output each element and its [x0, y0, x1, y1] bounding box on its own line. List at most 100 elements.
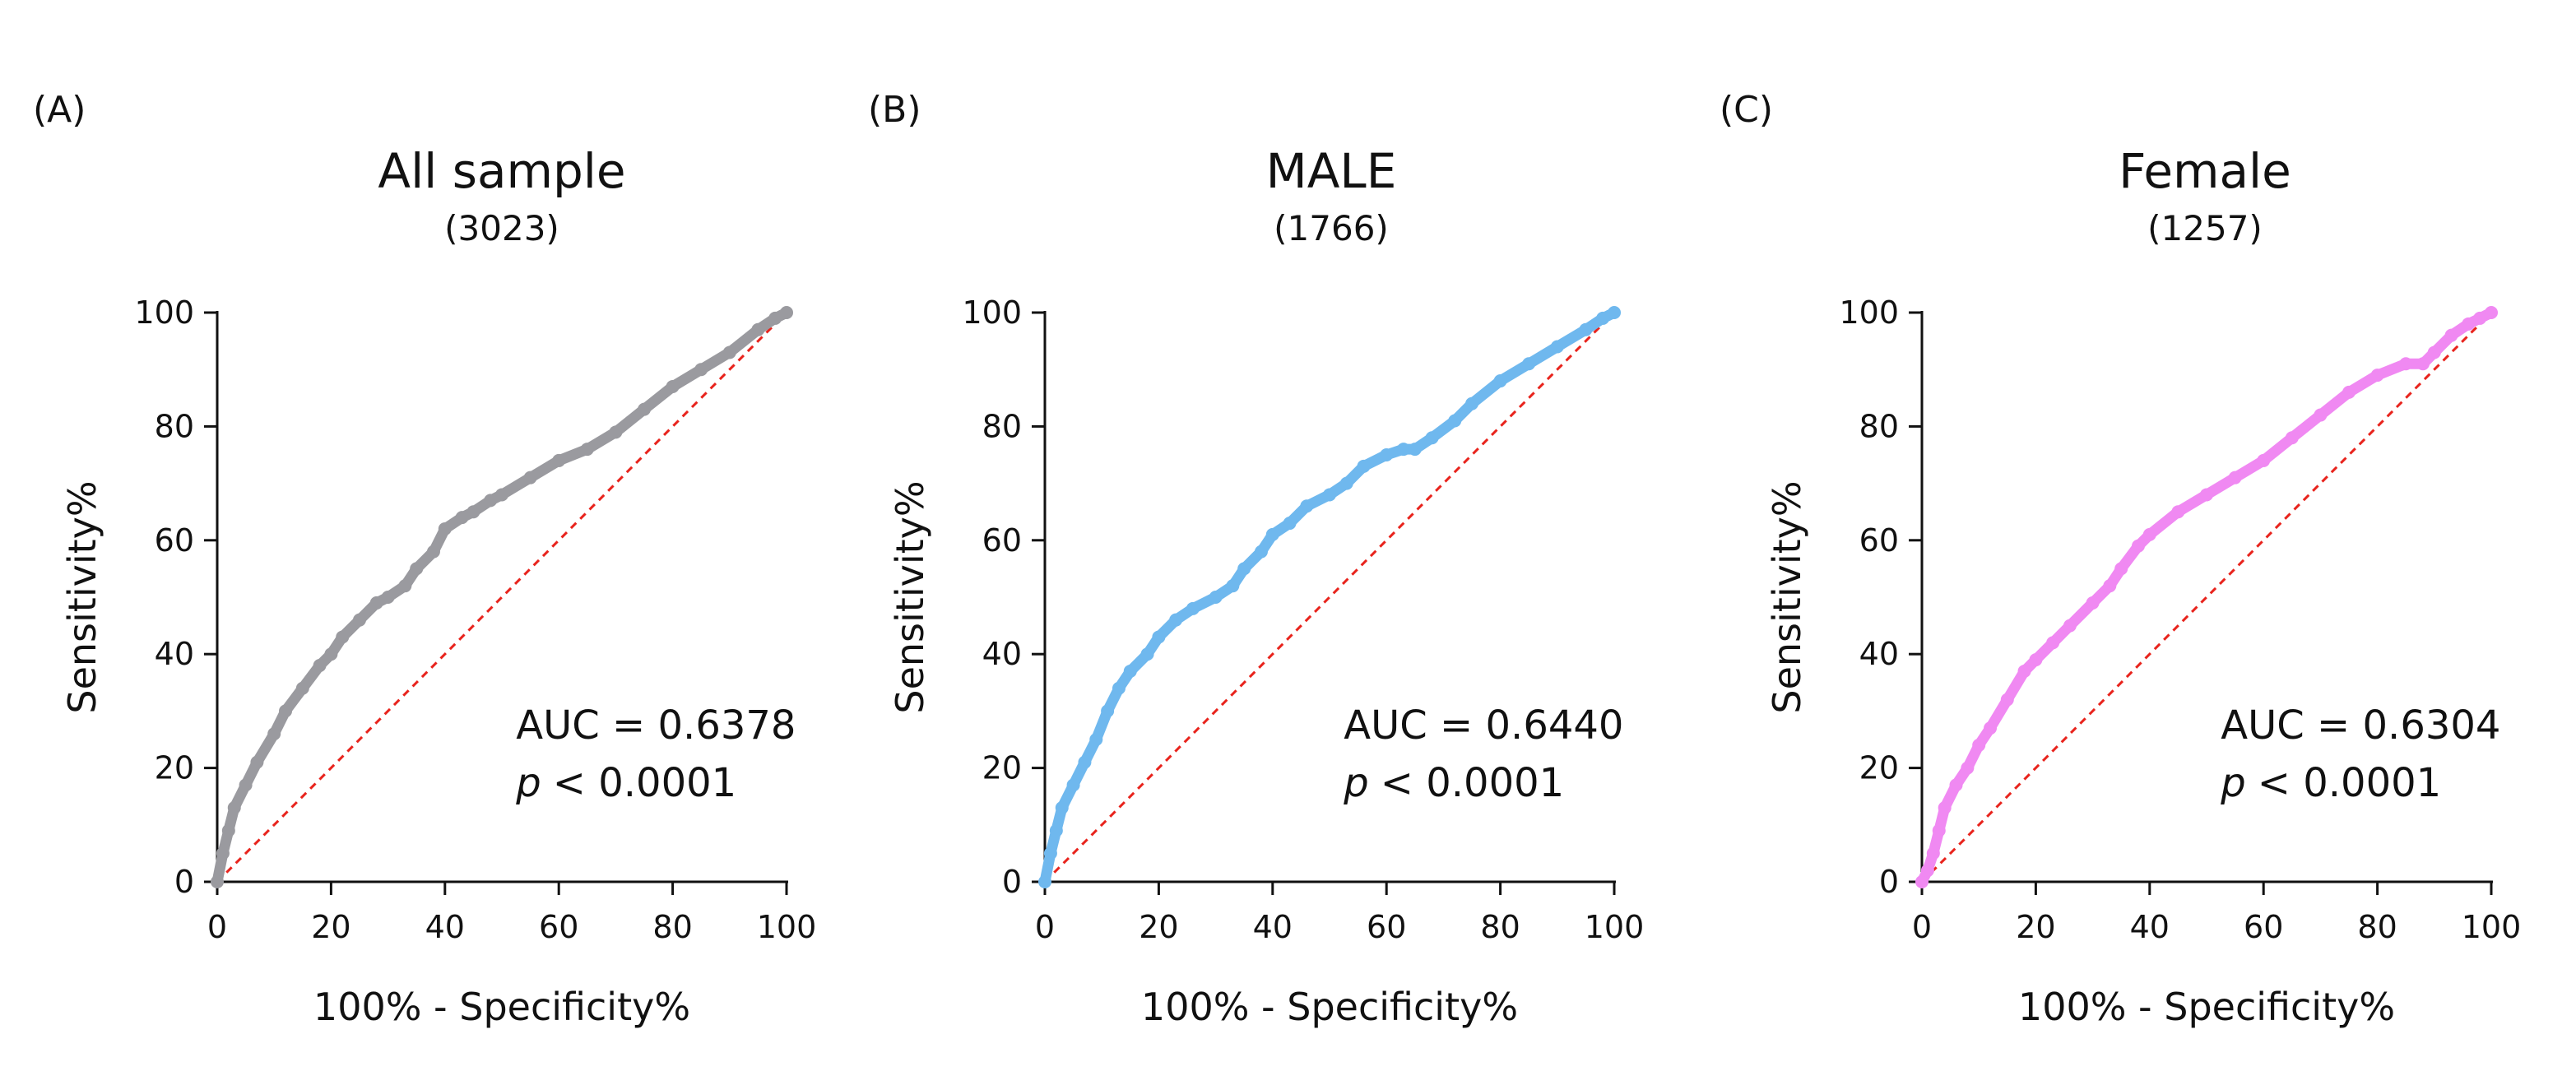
x-tick-label: 40	[2130, 909, 2170, 945]
roc-point	[1425, 431, 1439, 445]
x-tick-label: 40	[1253, 909, 1293, 945]
y-tick-label: 40	[155, 636, 194, 672]
roc-panel: (B) MALE (1766) 0 20 40 60 80 100 0 20 40 60 80 100 100…	[868, 89, 1644, 1029]
roc-point	[666, 379, 680, 393]
roc-point	[2485, 306, 2498, 319]
roc-point	[2399, 357, 2413, 371]
y-tick-label: 100	[1839, 294, 1899, 331]
y-tick-label: 0	[174, 864, 194, 900]
roc-point	[1283, 517, 1297, 531]
roc-point	[2017, 664, 2031, 678]
y-tick-label: 80	[1859, 408, 1899, 444]
roc-point	[353, 613, 366, 627]
roc-point	[2462, 317, 2476, 331]
roc-point	[2103, 579, 2117, 593]
roc-point	[426, 545, 440, 559]
roc-point	[216, 846, 230, 860]
p-value-annotation: p < 0.0001	[2220, 760, 2441, 806]
roc-point	[1186, 601, 1200, 615]
roc-point	[227, 801, 241, 815]
roc-point	[1265, 527, 1279, 541]
roc-point	[466, 505, 480, 519]
y-tick-label: 60	[155, 522, 194, 559]
roc-point	[1596, 311, 1610, 325]
roc-point	[1066, 778, 1080, 792]
roc-point	[1920, 864, 1934, 878]
roc-point	[1984, 721, 1998, 735]
x-tick-label: 80	[652, 909, 692, 945]
y-tick-label: 60	[1859, 522, 1899, 559]
roc-point	[1169, 613, 1183, 627]
roc-point	[398, 579, 412, 593]
roc-point	[609, 425, 623, 439]
y-tick-label: 20	[982, 750, 1022, 786]
roc-point	[2000, 693, 2014, 707]
x-tick-label: 20	[311, 909, 350, 945]
x-tick-label: 0	[1035, 909, 1055, 945]
roc-point	[336, 630, 350, 644]
roc-point	[1972, 738, 1986, 752]
roc-point	[1226, 579, 1240, 593]
roc-point	[2171, 505, 2185, 519]
x-tick-label: 60	[539, 909, 578, 945]
roc-point	[1465, 396, 1478, 410]
roc-point	[2200, 488, 2213, 502]
x-tick-label: 20	[2016, 909, 2055, 945]
chart-subtitle: (1766)	[1274, 208, 1389, 248]
panel-label: (A)	[33, 89, 86, 131]
roc-point	[313, 659, 327, 673]
roc-point	[1926, 846, 1940, 860]
roc-point	[580, 443, 594, 457]
roc-curve	[211, 307, 792, 888]
y-axis-title: Sensitivity%	[60, 480, 104, 713]
y-tick-label: 60	[982, 522, 1022, 559]
roc-point	[1932, 823, 1946, 837]
roc-point	[1140, 647, 1154, 661]
roc-point	[1254, 545, 1268, 559]
roc-point	[279, 704, 293, 718]
roc-point	[2142, 527, 2156, 541]
x-tick-label: 0	[1912, 909, 1932, 945]
roc-point	[1112, 681, 1126, 695]
roc-point	[2029, 653, 2043, 667]
reference-diagonal	[216, 311, 788, 883]
p-value-text: < 0.0001	[2258, 760, 2441, 806]
roc-point	[1357, 459, 1371, 473]
roc-point	[295, 681, 309, 695]
x-axis-title: 100% - Specificity%	[2018, 985, 2395, 1029]
roc-point	[1055, 801, 1069, 815]
roc-point	[324, 647, 338, 661]
y-tick-label: 40	[1859, 636, 1899, 672]
p-value-text: < 0.0001	[553, 760, 736, 806]
x-tick-label: 80	[2357, 909, 2397, 945]
roc-point	[250, 755, 264, 769]
panel-label: (C)	[1720, 89, 1773, 131]
y-tick-label: 80	[982, 408, 1022, 444]
x-tick-label: 100	[1585, 909, 1645, 945]
roc-point	[780, 306, 793, 319]
y-tick-label: 80	[155, 408, 194, 444]
roc-point	[2444, 328, 2458, 342]
roc-point	[1949, 778, 1963, 792]
p-symbol: p	[1343, 760, 1368, 806]
y-tick-label: 0	[1879, 864, 1899, 900]
roc-point	[2416, 357, 2430, 371]
x-tick-label: 60	[2244, 909, 2283, 945]
roc-point	[1152, 630, 1166, 644]
p-value-text: < 0.0001	[1381, 760, 1564, 806]
roc-point	[1038, 875, 1051, 888]
roc-point	[1123, 664, 1137, 678]
panel-label: (B)	[868, 89, 921, 131]
roc-point	[2086, 596, 2100, 610]
reference-diagonal	[1043, 311, 1616, 883]
x-tick-label: 100	[757, 909, 817, 945]
roc-point	[1938, 801, 1952, 815]
y-tick-label: 100	[962, 294, 1022, 331]
auc-annotation: AUC = 0.6440	[1344, 702, 1623, 749]
roc-point	[2228, 471, 2242, 484]
chart-title: MALE	[1266, 143, 1397, 199]
p-symbol: p	[515, 760, 541, 806]
y-axis-title: Sensitivity%	[1765, 480, 1809, 713]
roc-point	[1408, 443, 1422, 457]
roc-point	[2063, 619, 2077, 633]
